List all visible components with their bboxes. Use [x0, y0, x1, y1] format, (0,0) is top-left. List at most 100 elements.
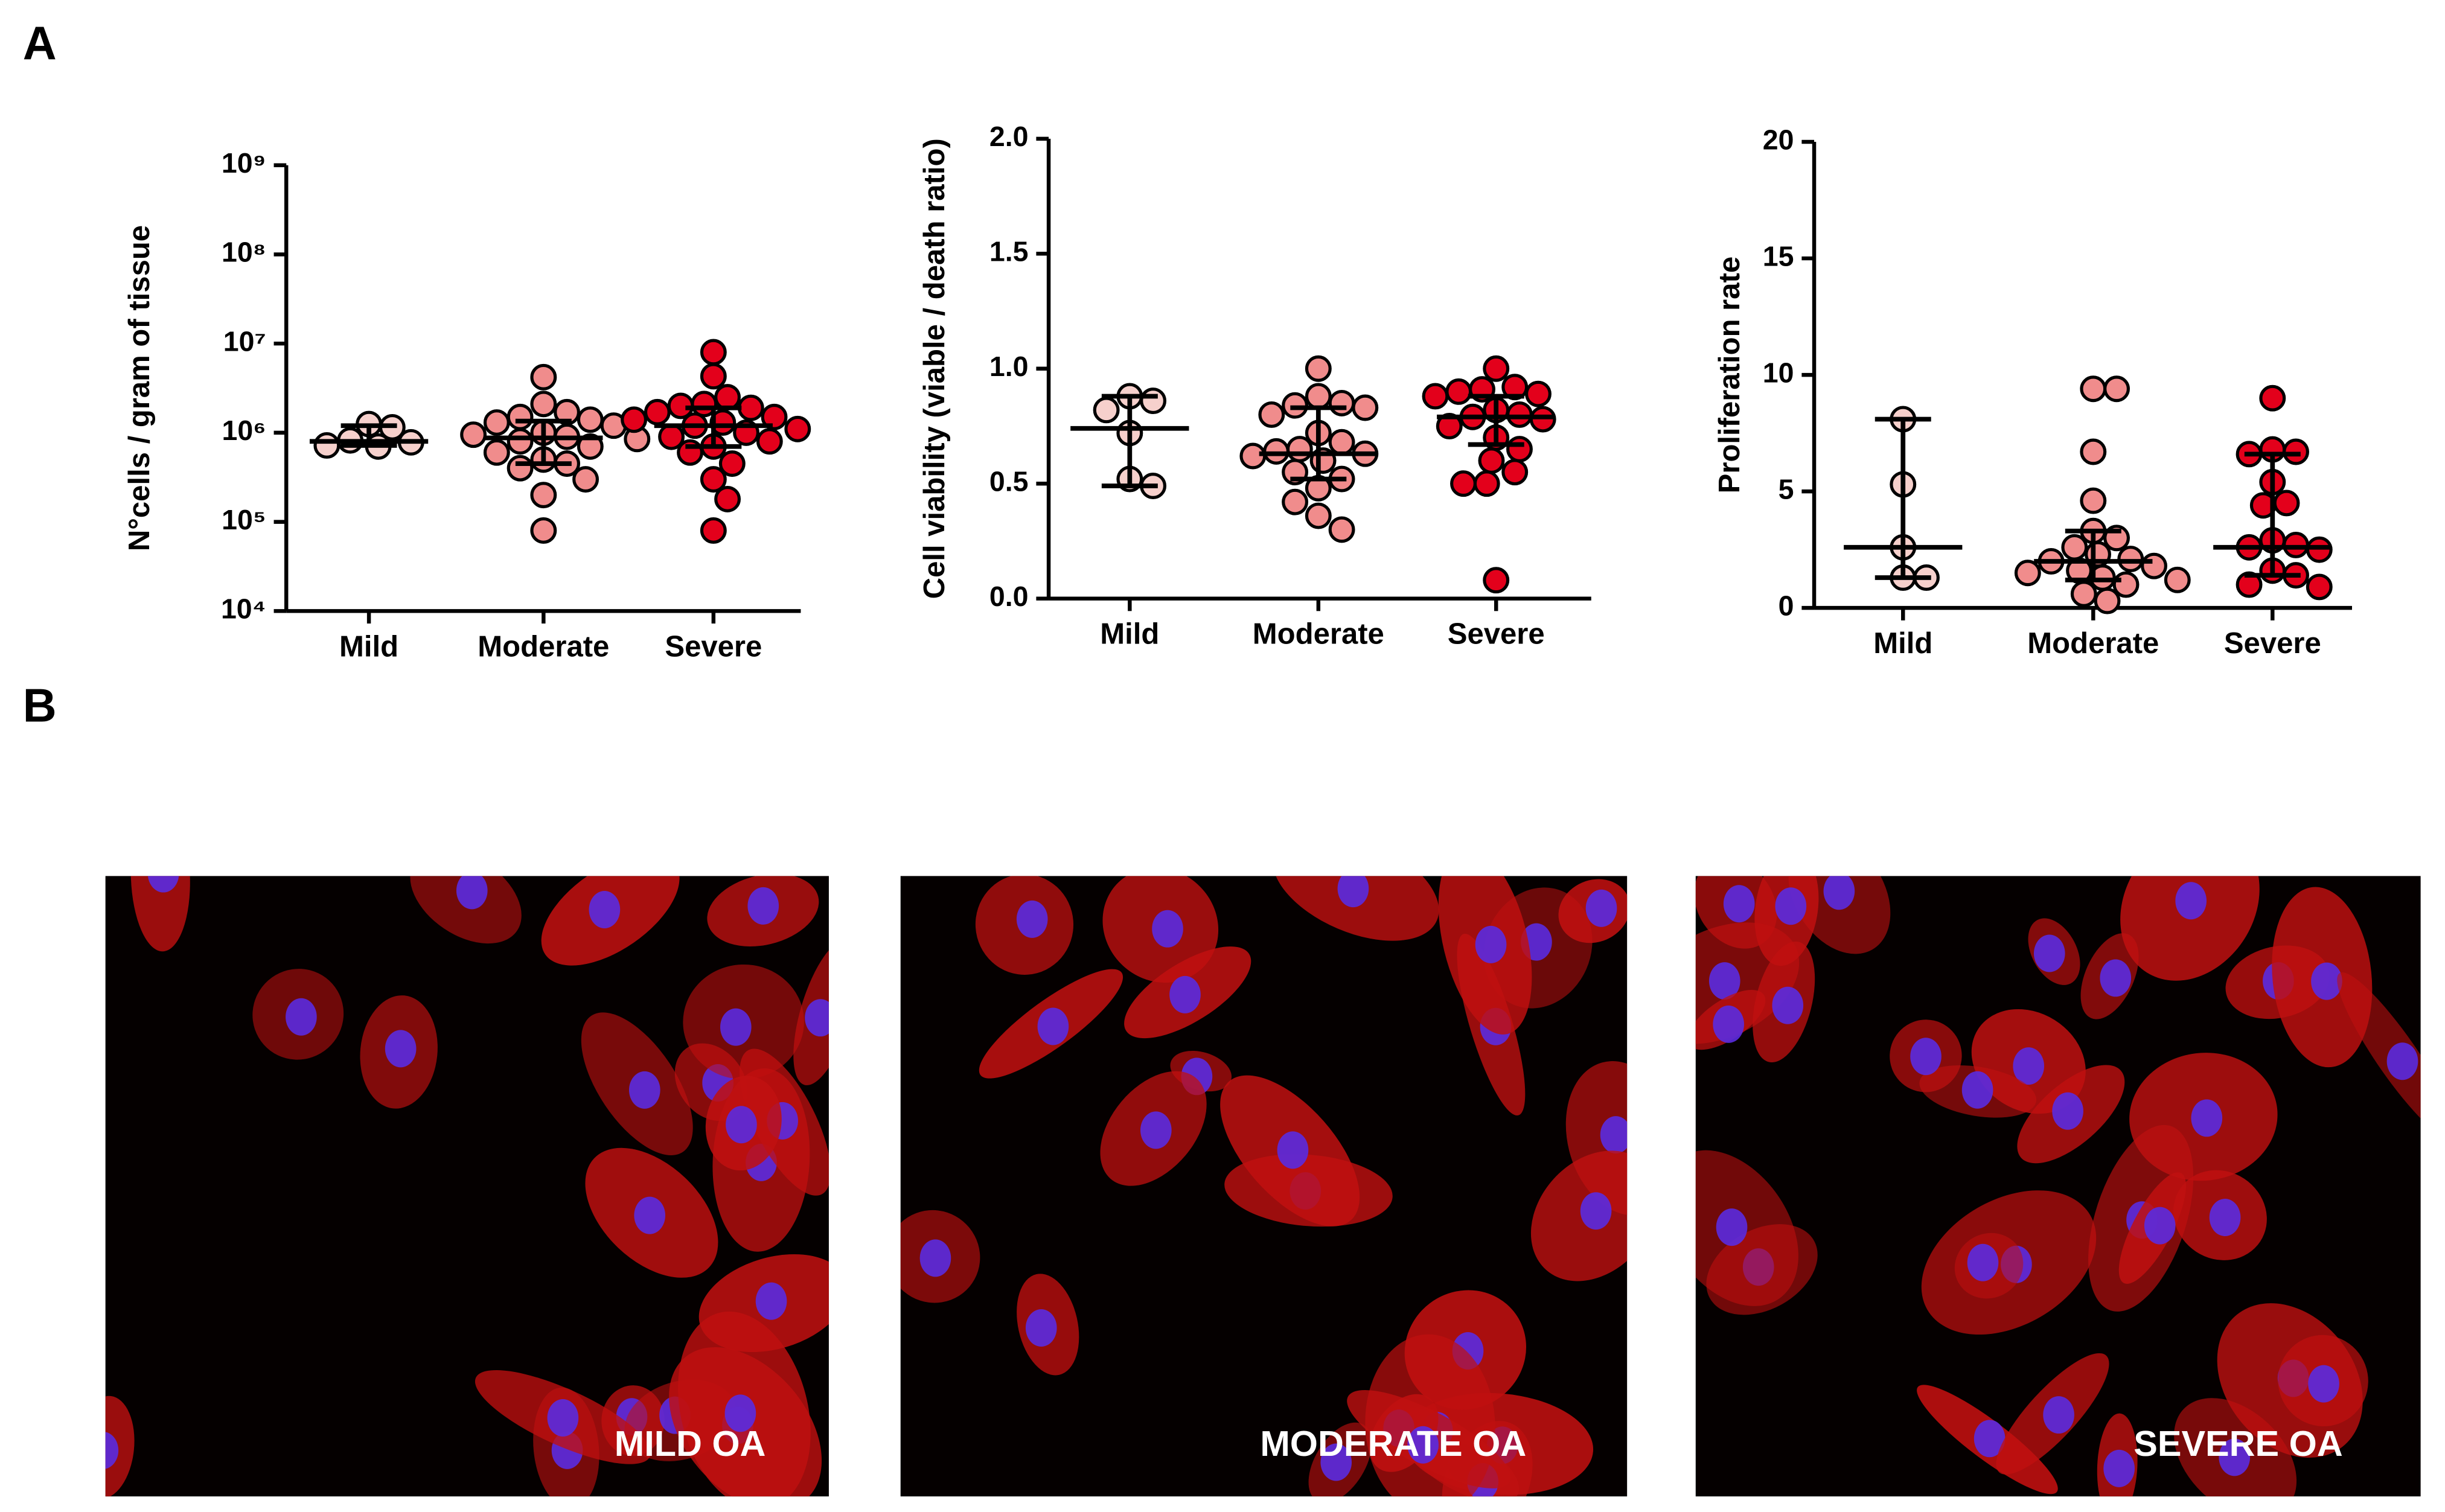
x-tick-label: Moderate: [1253, 618, 1384, 651]
nucleus: [1037, 1007, 1069, 1045]
nucleus: [1407, 1426, 1439, 1464]
data-point: [2103, 375, 2130, 403]
data-point: [2070, 581, 2097, 607]
nucleus: [1169, 975, 1201, 1013]
nucleus: [1475, 925, 1507, 963]
panel-label: A: [23, 18, 57, 69]
data-point: [1282, 488, 1309, 515]
cells: [105, 876, 829, 1497]
y-tick-label: 10⁴: [221, 593, 266, 625]
nucleus: [1974, 1420, 2006, 1458]
image-caption: SEVERE OA: [2133, 1423, 2342, 1464]
data-point: [1436, 413, 1463, 439]
data-point: [577, 406, 604, 433]
data-point: [1140, 388, 1167, 415]
data-point: [577, 433, 604, 460]
nucleus: [286, 998, 317, 1036]
nucleus: [1277, 1131, 1309, 1169]
data-point: [1422, 383, 1449, 410]
nucleus: [726, 1106, 757, 1144]
nucleus: [1580, 1192, 1612, 1230]
data-point: [714, 485, 741, 512]
data-point: [700, 517, 727, 544]
y-tick-label: 10⁹: [222, 147, 266, 179]
nucleus: [2043, 1396, 2074, 1434]
nucleus: [2052, 1092, 2083, 1130]
image-caption: MODERATE OA: [1260, 1423, 1526, 1464]
data-point: [756, 428, 783, 455]
data-point: [1501, 459, 1529, 486]
y-tick-label: 10⁸: [222, 237, 266, 268]
cells: [1695, 876, 2421, 1497]
nucleus: [1025, 1309, 1057, 1347]
data-point: [2141, 552, 2167, 579]
data-point: [530, 391, 557, 418]
data-point: [1450, 470, 1477, 497]
y-tick-label: 10⁵: [222, 504, 266, 535]
nucleus: [1772, 986, 1804, 1024]
y-tick-label: 20: [1763, 124, 1794, 155]
data-point: [1328, 429, 1355, 456]
nucleus: [1967, 1243, 1999, 1281]
nucleus: [1600, 1116, 1628, 1154]
data-point: [1305, 383, 1332, 410]
data-point: [1483, 355, 1510, 382]
data-point: [1286, 436, 1313, 463]
nucleus: [2175, 882, 2207, 920]
y-tick-label: 2.0: [989, 121, 1029, 152]
data-point: [1305, 355, 1332, 382]
data-point: [2112, 571, 2140, 598]
nucleus: [105, 1432, 119, 1469]
data-point: [1352, 394, 1379, 421]
nucleus: [634, 1196, 666, 1234]
micrograph: MODERATE OA: [900, 876, 1628, 1497]
nucleus: [2308, 1365, 2339, 1403]
data-point: [644, 398, 671, 426]
data-point: [483, 409, 510, 436]
data-point: [1093, 397, 1120, 424]
data-point: [1445, 378, 1472, 405]
micrograph: SEVERE OA: [1695, 876, 2421, 1497]
x-tick-label: Severe: [2224, 627, 2321, 660]
nucleus: [1337, 876, 1369, 908]
data-point: [2273, 490, 2300, 517]
data-point: [2014, 560, 2041, 587]
data-point: [1258, 401, 1285, 428]
nucleus: [1140, 1111, 1172, 1149]
data-point: [2080, 375, 2107, 403]
x-tick-label: Severe: [1448, 618, 1545, 651]
nucleus: [1961, 1071, 1993, 1109]
y-tick-label: 10⁷: [223, 325, 266, 357]
x-tick-label: Moderate: [478, 630, 609, 663]
data-point: [737, 394, 764, 421]
data-point: [1473, 470, 1500, 497]
panel-label: B: [23, 680, 57, 732]
nucleus: [2103, 1449, 2135, 1487]
nucleus: [2013, 1047, 2045, 1085]
nucleus: [1708, 962, 1740, 1000]
nucleus: [2033, 934, 2065, 972]
cells: [900, 876, 1628, 1497]
data-point: [530, 517, 557, 544]
data-point: [2080, 487, 2107, 514]
data-point: [621, 406, 648, 433]
data-point: [1483, 567, 1510, 594]
chart: 0 5 10 15 20 Proliferation rate Mild Moderate Se…: [1713, 124, 2353, 660]
data-point: [714, 384, 741, 411]
nucleus: [805, 999, 829, 1037]
y-tick-label: 15: [1763, 240, 1794, 272]
data-point: [700, 466, 727, 493]
data-point: [530, 363, 557, 391]
data-point: [460, 421, 487, 448]
data-point: [2061, 534, 2088, 561]
nucleus: [1716, 1208, 1748, 1246]
nucleus: [1585, 889, 1617, 927]
y-tick-label: 0.5: [989, 465, 1029, 497]
nucleus: [456, 876, 488, 910]
nucleus: [720, 1008, 752, 1046]
nucleus: [1016, 900, 1048, 938]
data-point: [1501, 374, 1529, 401]
nucleus: [1713, 1005, 1744, 1043]
nucleus: [747, 887, 779, 925]
nucleus: [2191, 1099, 2223, 1137]
